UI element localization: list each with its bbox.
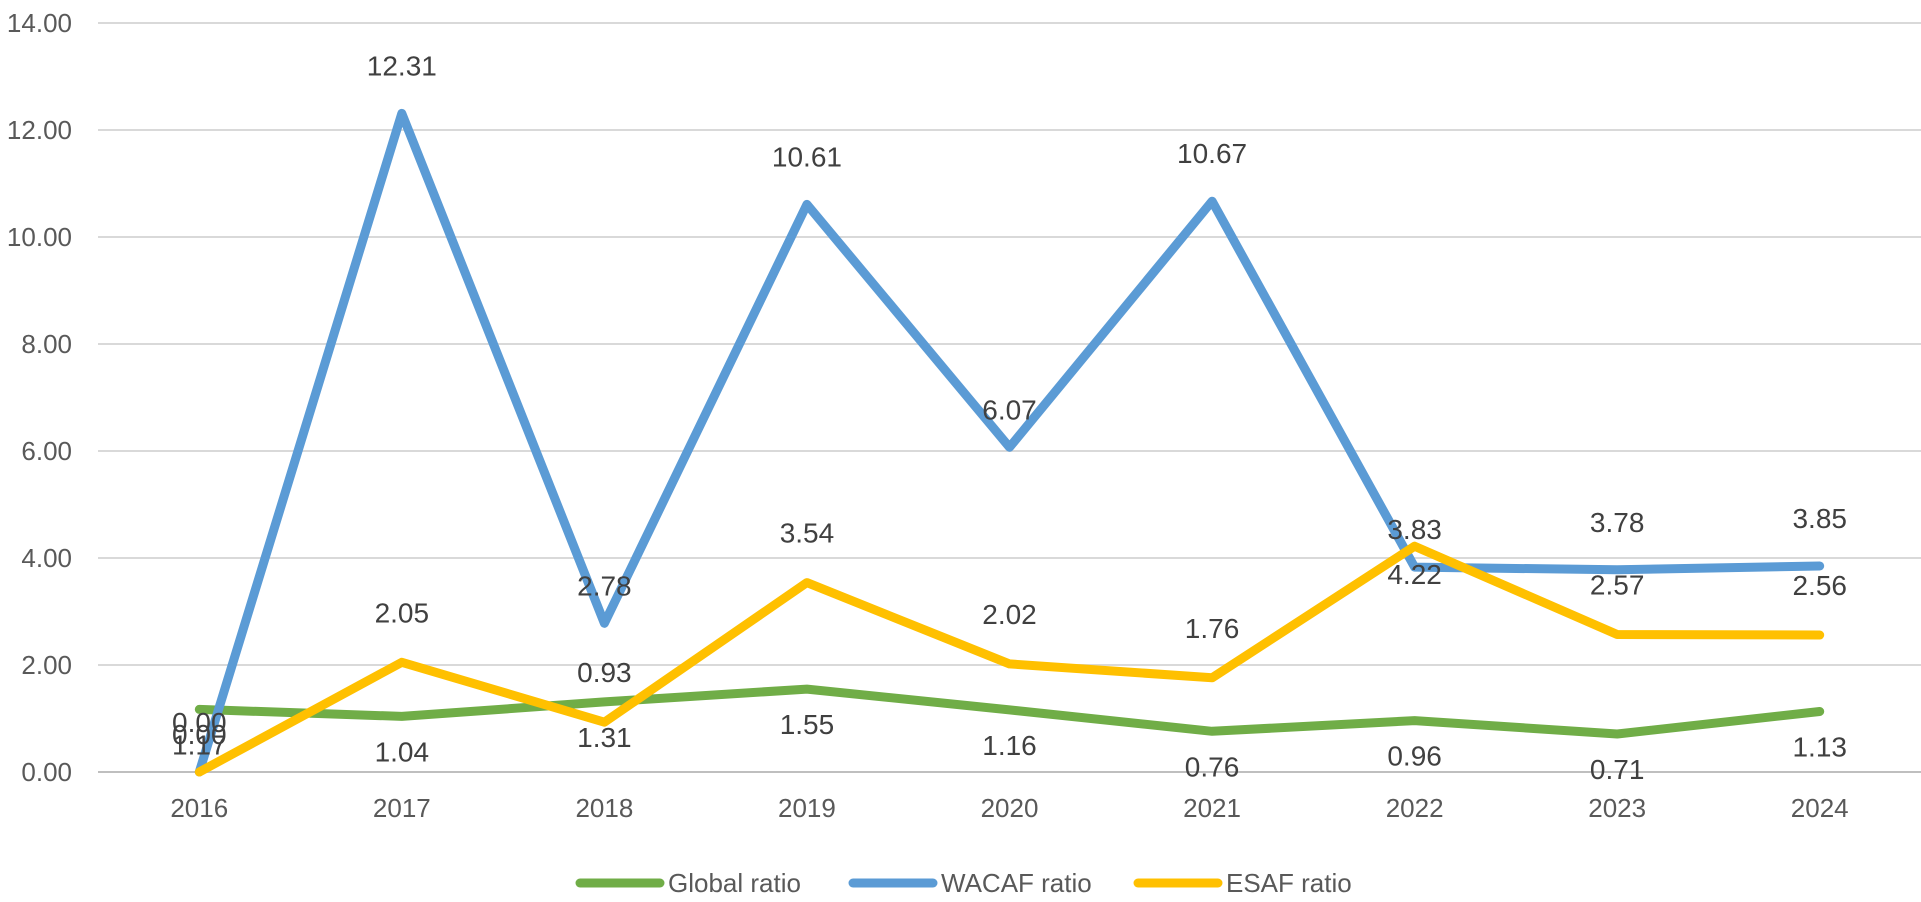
data-label: 10.67	[1177, 138, 1247, 169]
data-labels: 1.17 1.04 1.31 1.55 1.16 0.76 0.96 0.71 1.13 0.00…	[172, 50, 1847, 785]
data-label: 3.85	[1792, 503, 1847, 534]
data-label: 0.71	[1590, 754, 1645, 785]
data-label: 2.78	[577, 570, 632, 601]
series-lines	[194, 108, 1825, 777]
data-label: 2.05	[375, 597, 430, 628]
x-tick-label: 2019	[778, 793, 836, 823]
data-label: 6.07	[982, 394, 1037, 425]
series-line-2	[194, 108, 1825, 777]
legend-label: ESAF ratio	[1226, 868, 1352, 898]
data-label: 10.61	[772, 141, 842, 172]
data-label: 2.57	[1590, 570, 1645, 601]
data-label: 3.78	[1590, 507, 1645, 538]
data-label: 1.17	[172, 729, 227, 760]
series-line-1	[194, 684, 1825, 739]
series-line-3	[194, 541, 1825, 777]
data-label: 0.76	[1185, 751, 1240, 782]
data-label: 3.54	[780, 518, 835, 549]
data-label: 1.13	[1792, 732, 1847, 763]
data-label: 12.31	[367, 50, 437, 81]
data-label: 2.56	[1792, 570, 1847, 601]
y-tick-label: 12.00	[7, 115, 72, 145]
y-tick-label: 0.00	[21, 757, 72, 787]
legend-label: WACAF ratio	[941, 868, 1092, 898]
y-tick-label: 2.00	[21, 650, 72, 680]
y-axis: 0.00 2.00 4.00 6.00 8.00 10.00 12.00 14.00	[7, 8, 72, 787]
data-label: 2.02	[982, 599, 1037, 630]
data-label: 1.04	[375, 736, 430, 767]
y-tick-label: 4.00	[21, 543, 72, 573]
data-label: 4.22	[1387, 559, 1442, 590]
y-tick-label: 10.00	[7, 222, 72, 252]
y-tick-label: 8.00	[21, 329, 72, 359]
x-tick-label: 2016	[170, 793, 228, 823]
y-tick-label: 14.00	[7, 8, 72, 38]
x-axis: 2016 2017 2018 2019 2020 2021 2022 2023 2024	[170, 793, 1848, 823]
x-tick-label: 2024	[1791, 793, 1849, 823]
legend: Global ratio WACAF ratio ESAF ratio	[575, 868, 1352, 898]
legend-label: Global ratio	[668, 868, 801, 898]
x-tick-label: 2021	[1183, 793, 1241, 823]
data-label: 3.83	[1387, 514, 1442, 545]
data-label: 0.93	[577, 657, 632, 688]
data-label: 1.16	[982, 730, 1037, 761]
data-label: 1.55	[780, 709, 835, 740]
x-tick-label: 2022	[1386, 793, 1444, 823]
x-tick-label: 2018	[575, 793, 633, 823]
data-label: 0.96	[1387, 741, 1442, 772]
x-tick-label: 2020	[981, 793, 1039, 823]
data-label: 0.00	[172, 707, 227, 738]
data-label: 1.31	[577, 722, 632, 753]
x-tick-label: 2023	[1588, 793, 1646, 823]
y-tick-label: 6.00	[21, 436, 72, 466]
x-tick-label: 2017	[373, 793, 431, 823]
data-label: 0.00	[172, 719, 227, 750]
data-label: 1.76	[1185, 613, 1240, 644]
